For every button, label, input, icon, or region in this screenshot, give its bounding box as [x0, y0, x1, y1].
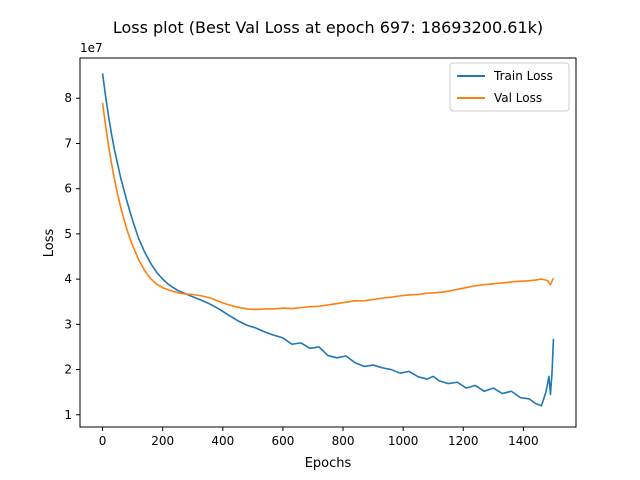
legend: Train Loss Val Loss — [449, 62, 570, 112]
x-tick-label: 400 — [211, 434, 234, 448]
x-tick-label: 1000 — [388, 434, 419, 448]
x-tick-label: 1200 — [448, 434, 479, 448]
y-tick-label: 7 — [64, 136, 72, 150]
legend-label-val-loss: Val Loss — [494, 91, 542, 105]
x-tick-label: 800 — [332, 434, 355, 448]
y-tick-label: 4 — [64, 272, 72, 286]
x-tick-label: 1400 — [508, 434, 539, 448]
y-tick-label: 2 — [64, 363, 72, 377]
y-tick-label: 8 — [64, 91, 72, 105]
y-axis-offset-label: 1e7 — [80, 41, 103, 55]
y-axis-label: Loss — [42, 229, 57, 258]
x-tick-label: 0 — [99, 434, 107, 448]
axes-frame — [79, 57, 577, 428]
series-layer — [101, 73, 555, 407]
x-tick-label: 600 — [271, 434, 294, 448]
legend-label-train-loss: Train Loss — [493, 69, 553, 83]
y-tick-label: 1 — [64, 408, 72, 422]
y-tick-label: 3 — [64, 317, 72, 331]
x-tick-label: 200 — [151, 434, 174, 448]
plot-area — [79, 57, 577, 428]
x-axis-ticks: 0 200 400 600 800 1000 1200 1400 — [99, 427, 539, 448]
y-axis-ticks: 1 2 3 4 5 6 7 8 — [64, 91, 80, 422]
y-tick-label: 6 — [64, 182, 72, 196]
x-axis-label: Epochs — [305, 456, 352, 471]
chart-title: Loss plot (Best Val Loss at epoch 697: 1… — [113, 18, 543, 37]
y-tick-label: 5 — [64, 227, 72, 241]
series-line-train-loss — [101, 73, 555, 407]
series-line-val-loss — [101, 102, 555, 311]
